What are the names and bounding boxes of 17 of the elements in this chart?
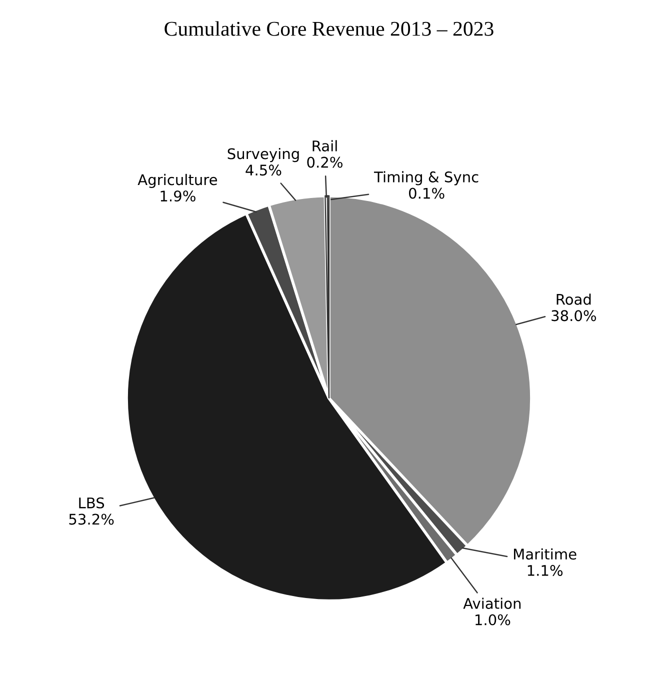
data-label: 1.0% (476, 614, 510, 626)
data-label: 4.5% (246, 164, 282, 176)
data-label: 0.1% (409, 188, 444, 199)
data-label: 1.1% (528, 564, 563, 576)
slice-label: Timing & Sync (374, 171, 478, 186)
data-label: 38.0% (552, 310, 596, 322)
slice-label: Road (556, 294, 591, 305)
slice-label: Agriculture (138, 174, 218, 188)
slice-label: Rail (312, 140, 337, 152)
data-label: 0.2% (307, 156, 342, 168)
data-label: 53.2% (69, 514, 114, 525)
slice-label: Surveying (228, 148, 299, 162)
chart-title: Cumulative Core Revenue 2013 – 2023 (164, 21, 494, 36)
data-label: 1.9% (160, 190, 196, 202)
slice-label: LBS (79, 497, 104, 508)
slice-label: Aviation (463, 598, 521, 609)
slice-label: Maritime (514, 548, 576, 560)
